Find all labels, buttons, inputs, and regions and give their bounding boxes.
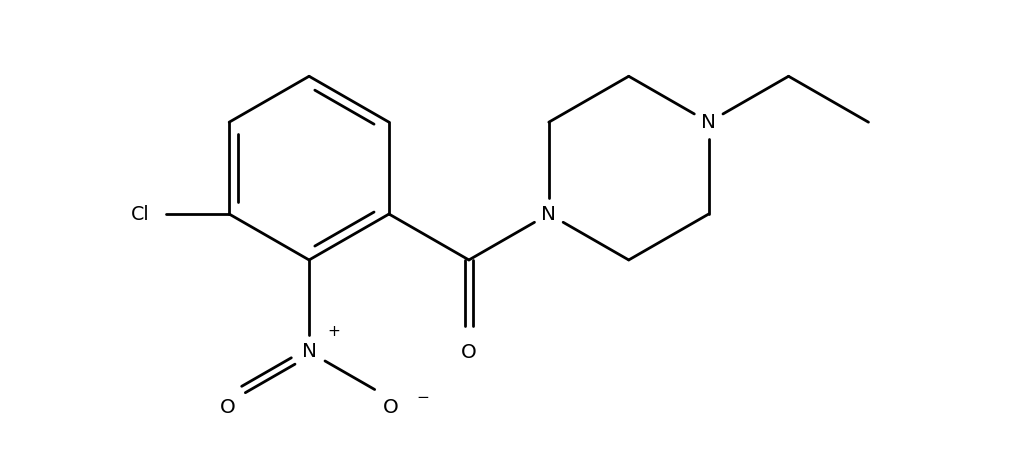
Text: O: O [383, 398, 399, 417]
Text: O: O [220, 398, 235, 417]
Text: +: + [327, 324, 341, 339]
Text: N: N [302, 342, 317, 361]
Text: O: O [461, 343, 477, 362]
Text: N: N [701, 113, 716, 132]
Text: N: N [542, 205, 556, 224]
Text: −: − [417, 391, 430, 405]
Text: Cl: Cl [130, 205, 149, 224]
